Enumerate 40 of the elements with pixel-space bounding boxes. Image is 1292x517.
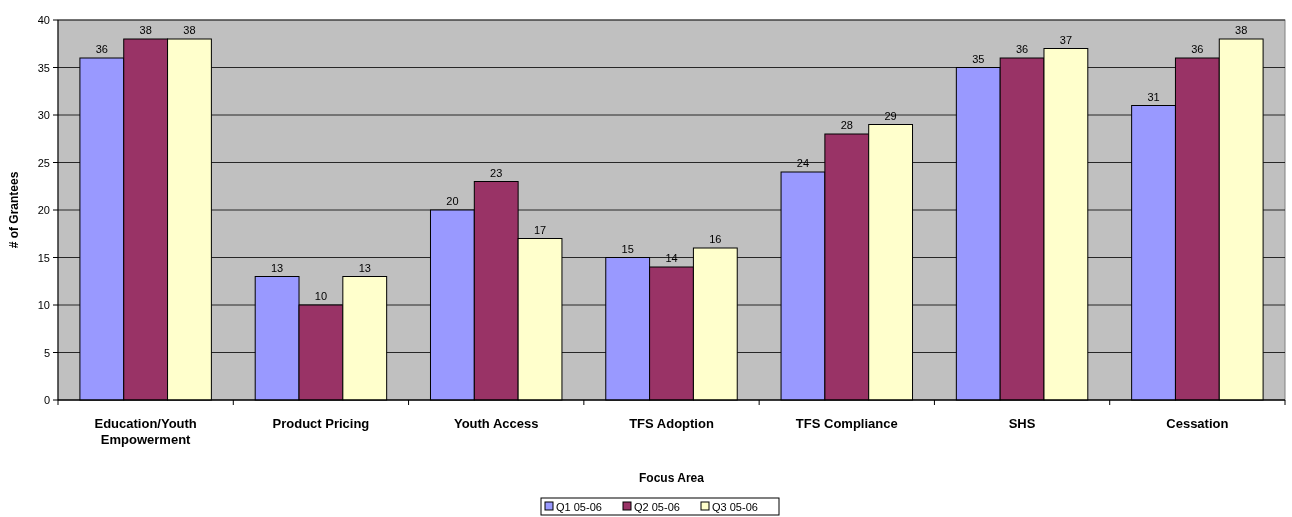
x-tick-label: Education/Youth Empowerment <box>94 416 197 447</box>
x-tick-label: Youth Access <box>453 416 539 431</box>
x-axis-title: Focus Area <box>639 471 705 485</box>
y-tick-label: 25 <box>37 156 50 169</box>
y-tick-label: 15 <box>37 251 50 264</box>
x-tick-label: SHS <box>1008 416 1036 431</box>
data-label: 10 <box>314 290 328 302</box>
data-label: 17 <box>533 223 547 236</box>
data-label: 38 <box>183 24 196 36</box>
legend-label: Q3 05-06 <box>712 501 758 513</box>
data-label: 38 <box>1235 24 1248 36</box>
y-tick-label: 35 <box>37 61 50 74</box>
x-tick-label: Cessation <box>1166 416 1229 431</box>
data-label: 36 <box>1191 43 1204 55</box>
x-tick-label: Product Pricing <box>272 416 370 431</box>
data-label: 20 <box>446 195 459 207</box>
data-label: 35 <box>972 52 985 65</box>
data-label: 13 <box>270 261 284 274</box>
y-tick-label: 10 <box>37 299 50 311</box>
y-tick-label: 40 <box>37 14 50 26</box>
data-label: 15 <box>621 242 634 255</box>
y-tick-label: 30 <box>37 109 50 121</box>
data-label: 31 <box>1147 90 1160 103</box>
y-tick-label: 20 <box>37 204 50 216</box>
legend-label: Q2 05-06 <box>634 501 680 513</box>
x-tick-label: TFS Adoption <box>629 416 714 431</box>
x-tick-label: TFS Compliance <box>795 416 898 431</box>
y-tick-label: 5 <box>43 346 50 359</box>
legend-label: Q1 05-06 <box>556 501 602 513</box>
data-label: 13 <box>358 261 371 274</box>
data-label: 23 <box>490 166 503 179</box>
data-label: 36 <box>1015 43 1029 55</box>
data-label: 16 <box>709 233 722 245</box>
data-label: 28 <box>840 119 853 131</box>
data-label: 29 <box>884 109 897 122</box>
data-label: 37 <box>1059 33 1073 46</box>
data-label: 38 <box>139 24 152 36</box>
y-tick-label: 0 <box>43 394 50 406</box>
y-axis-title: # of Grantees <box>7 171 21 249</box>
data-label: 36 <box>95 43 108 55</box>
